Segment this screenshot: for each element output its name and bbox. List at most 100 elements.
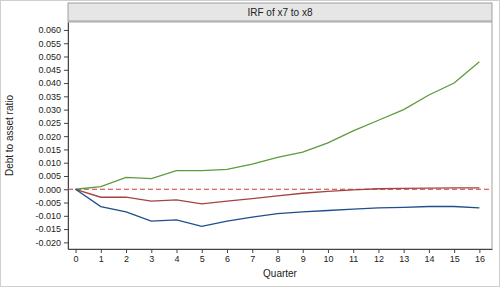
x-tick: 11 — [349, 249, 358, 264]
x-tick: 14 — [424, 249, 434, 264]
x-tick: 12 — [374, 249, 384, 264]
x-tick-label: 11 — [349, 254, 358, 264]
x-tick-mark — [429, 249, 430, 253]
y-tick-mark — [64, 229, 68, 230]
x-tick-label: 14 — [424, 254, 434, 264]
y-tick: -0.015 — [35, 224, 68, 234]
x-axis-title: Quarter — [263, 268, 298, 279]
y-tick-label: 0.005 — [38, 171, 61, 181]
y-tick-mark — [64, 43, 68, 44]
x-tick: 1 — [99, 249, 104, 264]
x-tick-label: 8 — [275, 254, 280, 264]
y-tick-mark — [64, 96, 68, 97]
x-tick-label: 9 — [301, 254, 306, 264]
y-tick-mark — [64, 176, 68, 177]
y-tick: -0.020 — [35, 238, 68, 248]
x-tick: 8 — [275, 249, 280, 264]
y-tick: 0.040 — [38, 78, 68, 88]
y-tick-mark — [64, 216, 68, 217]
x-tick-mark — [277, 249, 278, 253]
x-tick-mark — [76, 249, 77, 253]
x-tick-mark — [454, 249, 455, 253]
y-tick-mark — [64, 163, 68, 164]
y-tick-mark — [64, 149, 68, 150]
series-line — [76, 62, 480, 189]
y-tick: 0.035 — [38, 92, 68, 102]
y-tick-mark — [64, 30, 68, 31]
x-axis-line — [69, 249, 493, 250]
x-tick-label: 12 — [374, 254, 384, 264]
y-tick: 0.000 — [38, 185, 68, 195]
x-tick: 9 — [301, 249, 306, 264]
x-tick: 7 — [250, 249, 255, 264]
y-tick: 0.020 — [38, 132, 68, 142]
y-tick: 0.060 — [38, 25, 68, 35]
x-tick: 13 — [399, 249, 409, 264]
y-tick: 0.045 — [38, 65, 68, 75]
x-tick: 4 — [175, 249, 180, 264]
x-tick-mark — [404, 249, 405, 253]
y-tick-mark — [64, 123, 68, 124]
y-tick: 0.025 — [38, 118, 68, 128]
x-axis: 012345678910111213141516 — [69, 249, 493, 264]
x-tick-mark — [151, 249, 152, 253]
marks — [68, 62, 492, 227]
y-tick-label: -0.020 — [35, 238, 61, 248]
x-tick-mark — [328, 249, 329, 253]
plot-frame — [68, 22, 492, 249]
y-tick-label: 0.055 — [38, 39, 61, 49]
x-tick: 2 — [124, 249, 129, 264]
y-tick-label: 0.050 — [38, 52, 61, 62]
x-tick: 0 — [74, 249, 79, 264]
y-tick-label: -0.015 — [35, 224, 61, 234]
y-tick: 0.005 — [38, 171, 68, 181]
x-tick-label: 0 — [74, 254, 79, 264]
y-tick-label: 0.025 — [38, 118, 61, 128]
x-tick-mark — [177, 249, 178, 253]
x-tick-mark — [378, 249, 379, 253]
y-axis: -0.020 -0.015 -0.010 -0.005 0.000 0.005 0.010 0… — [35, 23, 68, 250]
x-tick: 10 — [323, 249, 333, 264]
x-tick-mark — [126, 249, 127, 253]
x-tick-label: 4 — [175, 254, 180, 264]
y-tick-label: 0.010 — [38, 158, 61, 168]
y-tick-mark — [64, 189, 68, 190]
y-tick-label: 0.035 — [38, 92, 61, 102]
y-tick-mark — [64, 70, 68, 71]
y-tick: 0.030 — [38, 105, 68, 115]
x-tick-label: 6 — [225, 254, 230, 264]
y-tick: -0.005 — [35, 198, 68, 208]
y-tick-mark — [64, 242, 68, 243]
x-tick: 16 — [475, 249, 485, 264]
y-tick-label: 0.060 — [38, 25, 61, 35]
series-line — [76, 189, 480, 226]
x-tick-label: 5 — [200, 254, 205, 264]
y-tick-mark — [64, 136, 68, 137]
plot: -0.020 -0.015 -0.010 -0.005 0.000 0.005 0.010 0… — [35, 22, 492, 264]
y-tick-mark — [64, 57, 68, 58]
y-axis-title: Debt to asset ratio — [4, 94, 15, 176]
y-axis-line — [68, 23, 69, 250]
x-tick: 5 — [200, 249, 205, 264]
y-tick: 0.055 — [38, 39, 68, 49]
x-tick-mark — [252, 249, 253, 253]
x-tick-mark — [202, 249, 203, 253]
x-tick-label: 2 — [124, 254, 129, 264]
x-tick-label: 10 — [323, 254, 333, 264]
x-tick-label: 1 — [99, 254, 104, 264]
series-line — [76, 188, 480, 204]
y-tick-label: 0.015 — [38, 145, 61, 155]
y-tick-label: 0.020 — [38, 132, 61, 142]
x-tick-label: 7 — [250, 254, 255, 264]
y-tick-label: -0.005 — [35, 198, 61, 208]
y-tick-mark — [64, 110, 68, 111]
y-tick-label: -0.010 — [35, 211, 61, 221]
x-tick-mark — [479, 249, 480, 253]
x-tick: 15 — [450, 249, 460, 264]
y-tick-label: 0.000 — [38, 185, 61, 195]
y-tick-mark — [64, 203, 68, 204]
x-tick-mark — [303, 249, 304, 253]
y-tick: 0.015 — [38, 145, 68, 155]
chart: IRF of x7 to x8 -0.020 -0.015 -0.010 -0.005 0… — [0, 0, 500, 287]
title: IRF of x7 to x8 — [247, 7, 312, 18]
